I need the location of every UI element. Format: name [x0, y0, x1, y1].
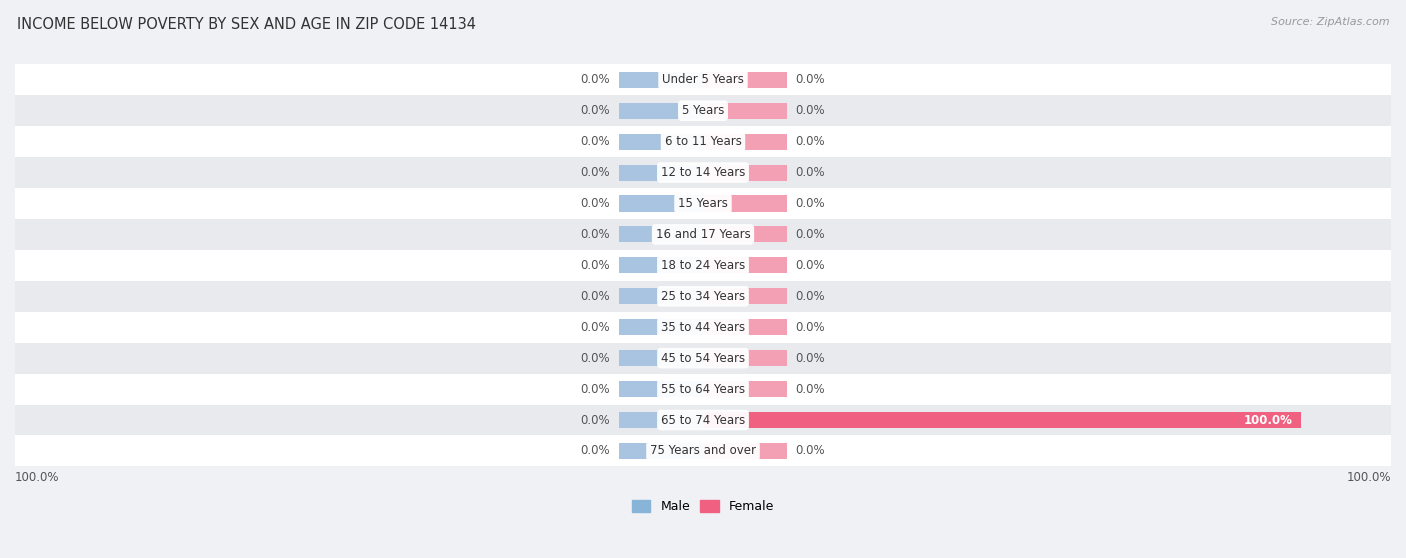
Bar	[619, 133, 703, 150]
Bar	[703, 133, 787, 150]
Text: 0.0%: 0.0%	[581, 290, 610, 303]
Bar	[703, 227, 787, 243]
Text: 12 to 14 Years: 12 to 14 Years	[661, 166, 745, 179]
Bar	[619, 288, 703, 304]
Text: 0.0%: 0.0%	[581, 445, 610, 458]
Bar	[619, 381, 703, 397]
Text: 35 to 44 Years: 35 to 44 Years	[661, 321, 745, 334]
Bar	[703, 412, 1302, 428]
Bar	[0, 64, 1406, 95]
Bar	[0, 374, 1406, 405]
Text: 0.0%: 0.0%	[796, 259, 825, 272]
Text: 45 to 54 Years: 45 to 54 Years	[661, 352, 745, 365]
Text: 18 to 24 Years: 18 to 24 Years	[661, 259, 745, 272]
Bar	[619, 350, 703, 366]
Text: 0.0%: 0.0%	[581, 321, 610, 334]
Bar	[0, 219, 1406, 250]
Text: 0.0%: 0.0%	[581, 197, 610, 210]
Text: 0.0%: 0.0%	[796, 445, 825, 458]
Text: 0.0%: 0.0%	[581, 352, 610, 365]
Text: 75 Years and over: 75 Years and over	[650, 445, 756, 458]
Text: 100.0%: 100.0%	[1243, 413, 1292, 426]
Bar	[0, 250, 1406, 281]
Text: 65 to 74 Years: 65 to 74 Years	[661, 413, 745, 426]
Bar	[619, 195, 703, 211]
Bar	[0, 95, 1406, 126]
Bar	[703, 72, 787, 88]
Bar	[703, 443, 787, 459]
Bar	[0, 343, 1406, 374]
Text: 0.0%: 0.0%	[581, 383, 610, 396]
Text: 100.0%: 100.0%	[15, 471, 59, 484]
Text: 0.0%: 0.0%	[796, 321, 825, 334]
Text: 55 to 64 Years: 55 to 64 Years	[661, 383, 745, 396]
Bar	[703, 288, 787, 304]
Bar	[619, 319, 703, 335]
Bar	[0, 405, 1406, 435]
Text: 15 Years: 15 Years	[678, 197, 728, 210]
Bar	[0, 188, 1406, 219]
Text: 6 to 11 Years: 6 to 11 Years	[665, 135, 741, 148]
Text: 0.0%: 0.0%	[796, 135, 825, 148]
Bar	[703, 350, 787, 366]
Text: 0.0%: 0.0%	[796, 383, 825, 396]
Text: 0.0%: 0.0%	[796, 197, 825, 210]
Bar	[619, 412, 703, 428]
Bar	[0, 312, 1406, 343]
Bar	[0, 281, 1406, 312]
Text: Source: ZipAtlas.com: Source: ZipAtlas.com	[1271, 17, 1389, 27]
Bar	[0, 157, 1406, 188]
Bar	[703, 319, 787, 335]
Text: 0.0%: 0.0%	[581, 135, 610, 148]
Text: 0.0%: 0.0%	[581, 228, 610, 241]
Bar	[703, 381, 787, 397]
Text: 0.0%: 0.0%	[581, 413, 610, 426]
Bar	[703, 195, 787, 211]
Bar	[619, 103, 703, 119]
Bar	[619, 165, 703, 181]
Text: 0.0%: 0.0%	[581, 166, 610, 179]
Text: 0.0%: 0.0%	[581, 259, 610, 272]
Text: 16 and 17 Years: 16 and 17 Years	[655, 228, 751, 241]
Text: 0.0%: 0.0%	[796, 352, 825, 365]
Bar	[0, 435, 1406, 466]
Text: 0.0%: 0.0%	[796, 73, 825, 86]
Bar	[0, 126, 1406, 157]
Bar	[619, 257, 703, 273]
Bar	[703, 103, 787, 119]
Bar	[703, 165, 787, 181]
Bar	[703, 257, 787, 273]
Text: 25 to 34 Years: 25 to 34 Years	[661, 290, 745, 303]
Text: INCOME BELOW POVERTY BY SEX AND AGE IN ZIP CODE 14134: INCOME BELOW POVERTY BY SEX AND AGE IN Z…	[17, 17, 475, 32]
Text: Under 5 Years: Under 5 Years	[662, 73, 744, 86]
Text: 5 Years: 5 Years	[682, 104, 724, 117]
Legend: Male, Female: Male, Female	[627, 496, 779, 518]
Text: 0.0%: 0.0%	[581, 104, 610, 117]
Bar	[619, 72, 703, 88]
Text: 0.0%: 0.0%	[796, 166, 825, 179]
Text: 0.0%: 0.0%	[796, 104, 825, 117]
Text: 100.0%: 100.0%	[1347, 471, 1391, 484]
Text: 0.0%: 0.0%	[581, 73, 610, 86]
Bar	[619, 443, 703, 459]
Bar	[619, 227, 703, 243]
Text: 0.0%: 0.0%	[796, 228, 825, 241]
Text: 0.0%: 0.0%	[796, 290, 825, 303]
